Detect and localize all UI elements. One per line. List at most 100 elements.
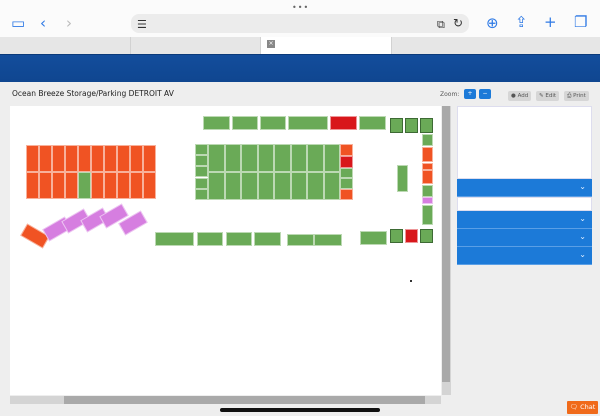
download-icon[interactable]: ⊕ [486, 14, 499, 32]
parking-spot-occupied[interactable] [143, 172, 156, 199]
parking-spot-available[interactable] [397, 165, 408, 192]
parking-spot-occupied[interactable] [26, 145, 39, 172]
parking-spot-available[interactable] [340, 168, 353, 178]
parking-spot-available[interactable] [390, 229, 403, 243]
parking-spot-available[interactable] [226, 232, 252, 246]
tab-1[interactable] [0, 37, 131, 54]
parking-spot-available[interactable] [274, 144, 291, 172]
parking-spot-available[interactable] [195, 177, 208, 189]
site-map[interactable] [10, 106, 441, 395]
parking-spot-available[interactable] [274, 172, 291, 200]
parking-spot-available[interactable] [422, 134, 433, 146]
parking-spot-available[interactable] [323, 172, 340, 200]
parking-spot-available[interactable] [232, 116, 258, 130]
parking-spot-available[interactable] [288, 116, 328, 130]
parking-spot-available[interactable] [290, 144, 307, 172]
vertical-scrollbar-thumb[interactable] [442, 106, 450, 382]
sidebar-icon[interactable]: ▭ [11, 14, 26, 32]
parking-spot-occupied[interactable] [130, 145, 143, 172]
parking-spot-available[interactable] [307, 144, 324, 172]
parking-spot-available[interactable] [78, 172, 91, 199]
parking-spot-available[interactable] [195, 188, 208, 200]
parking-spot-occupied[interactable] [104, 172, 117, 199]
parking-spot-available[interactable] [208, 172, 225, 200]
print-button[interactable]: ⎙ Print [564, 91, 589, 101]
accordion-section-4[interactable]: ⌄ [457, 247, 592, 265]
parking-spot-occupied[interactable] [78, 145, 91, 172]
parking-spot-occupied[interactable] [65, 145, 78, 172]
parking-spot-available[interactable] [155, 232, 194, 246]
parking-spot-other[interactable] [422, 197, 433, 204]
parking-spot-available[interactable] [405, 118, 418, 133]
parking-spot-available[interactable] [323, 144, 340, 172]
window-menu-dots[interactable]: ••• [292, 3, 310, 12]
zoom-in-button[interactable]: + [464, 89, 476, 99]
parking-spot-available[interactable] [390, 118, 403, 133]
parking-spot-occupied[interactable] [26, 172, 39, 199]
chat-button[interactable]: 🗨 Chat [567, 401, 598, 414]
reload-icon[interactable]: ↻ [453, 16, 464, 30]
parking-spot-available[interactable] [224, 172, 241, 200]
parking-spot-available[interactable] [257, 144, 274, 172]
parking-spot-occupied[interactable] [422, 163, 433, 170]
parking-spot-available[interactable] [241, 172, 258, 200]
parking-spot-available[interactable] [260, 116, 286, 130]
parking-spot-occupied[interactable] [143, 145, 156, 172]
parking-spot-occupied[interactable] [422, 147, 433, 162]
parking-spot-available[interactable] [195, 166, 208, 178]
share-icon[interactable]: ⇪ [515, 13, 528, 31]
parking-spot-available[interactable] [241, 144, 258, 172]
extension-icon[interactable]: ⧉ [437, 18, 445, 31]
parking-spot-available[interactable] [287, 234, 314, 246]
parking-spot-available[interactable] [254, 232, 281, 246]
tab-close-icon[interactable]: × [267, 40, 275, 48]
new-tab-icon[interactable]: + [544, 13, 557, 31]
back-icon[interactable]: ‹ [40, 14, 46, 32]
parking-spot-available[interactable] [195, 144, 208, 155]
add-button[interactable]: ● Add [508, 91, 532, 101]
parking-spot-reserved[interactable] [340, 156, 353, 168]
parking-spot-available[interactable] [359, 116, 386, 130]
parking-spot-occupied[interactable] [39, 145, 52, 172]
parking-spot-available[interactable] [224, 144, 241, 172]
parking-spot-occupied[interactable] [39, 172, 52, 199]
parking-spot-occupied[interactable] [52, 145, 65, 172]
parking-spot-occupied[interactable] [340, 189, 353, 200]
accordion-section-1[interactable]: ⌄ [457, 179, 592, 197]
parking-spot-available[interactable] [257, 172, 274, 200]
parking-spot-occupied[interactable] [117, 172, 130, 199]
forward-icon[interactable]: › [66, 14, 72, 32]
parking-spot-available[interactable] [307, 172, 324, 200]
reader-icon[interactable]: ☰ [137, 18, 147, 31]
parking-spot-occupied[interactable] [91, 172, 104, 199]
parking-spot-occupied[interactable] [422, 170, 433, 184]
parking-spot-available[interactable] [290, 172, 307, 200]
parking-spot-occupied[interactable] [130, 172, 143, 199]
horizontal-scrollbar-thumb[interactable] [64, 396, 425, 404]
parking-spot-reserved[interactable] [330, 116, 357, 130]
parking-spot-available[interactable] [314, 234, 342, 246]
parking-spot-available[interactable] [203, 116, 230, 130]
parking-spot-available[interactable] [420, 118, 433, 133]
parking-spot-available[interactable] [360, 231, 387, 245]
accordion-section-3[interactable]: ⌄ [457, 229, 592, 247]
parking-spot-occupied[interactable] [340, 144, 353, 156]
parking-spot-occupied[interactable] [65, 172, 78, 199]
parking-spot-available[interactable] [420, 229, 433, 243]
parking-spot-available[interactable] [195, 155, 208, 167]
parking-spot-available[interactable] [197, 232, 223, 246]
tabs-icon[interactable]: ❐ [574, 13, 588, 31]
address-bar[interactable] [131, 14, 469, 33]
parking-spot-available[interactable] [208, 144, 225, 172]
parking-spot-available[interactable] [422, 205, 433, 225]
parking-spot-occupied[interactable] [52, 172, 65, 199]
edit-button[interactable]: ✎ Edit [536, 91, 560, 101]
tab-2[interactable] [131, 37, 261, 54]
parking-spot-occupied[interactable] [104, 145, 117, 172]
tab-active[interactable]: × [261, 37, 392, 54]
parking-spot-available[interactable] [422, 185, 433, 197]
accordion-section-2[interactable]: ⌄ [457, 211, 592, 229]
parking-spot-reserved[interactable] [405, 229, 418, 243]
parking-spot-occupied[interactable] [117, 145, 130, 172]
parking-spot-available[interactable] [340, 178, 353, 189]
